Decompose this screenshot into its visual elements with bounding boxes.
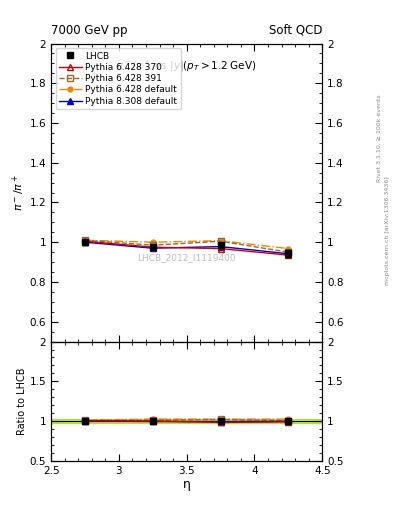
Text: LHCB_2012_I1119400: LHCB_2012_I1119400: [138, 253, 236, 263]
Text: $\pi^-/\pi^+$ vs $|y|(p_T > 1.2$ GeV): $\pi^-/\pi^+$ vs $|y|(p_T > 1.2$ GeV): [116, 58, 257, 74]
Text: 7000 GeV pp: 7000 GeV pp: [51, 24, 128, 37]
Y-axis label: $\pi^-/\pi^+$: $\pi^-/\pi^+$: [11, 174, 27, 211]
Y-axis label: Ratio to LHCB: Ratio to LHCB: [17, 368, 27, 435]
Text: mcplots.cern.ch [arXiv:1306.3436]: mcplots.cern.ch [arXiv:1306.3436]: [385, 176, 389, 285]
Text: Rivet 3.1.10, ≥ 100k events: Rivet 3.1.10, ≥ 100k events: [377, 94, 382, 182]
Text: Soft QCD: Soft QCD: [269, 24, 322, 37]
X-axis label: η: η: [183, 478, 191, 492]
Legend: LHCB, Pythia 6.428 370, Pythia 6.428 391, Pythia 6.428 default, Pythia 8.308 def: LHCB, Pythia 6.428 370, Pythia 6.428 391…: [55, 48, 181, 109]
